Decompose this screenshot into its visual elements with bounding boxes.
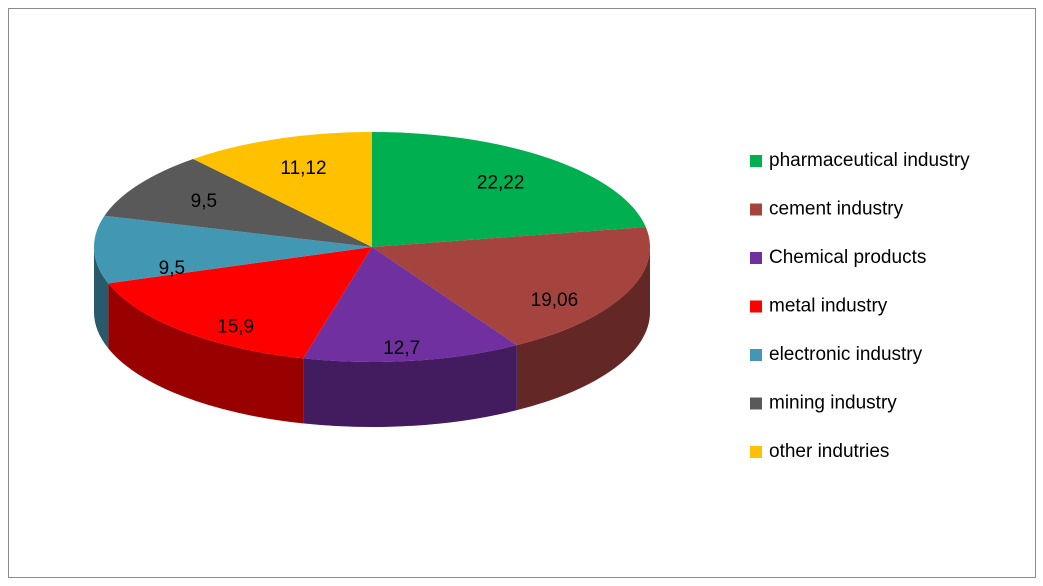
- data-label: 22,22: [477, 173, 525, 194]
- slice-side-shade: [108, 283, 304, 424]
- legend-label: cement industry: [769, 199, 904, 220]
- legend-label: mining industry: [769, 393, 897, 414]
- slice: [372, 227, 650, 346]
- legend-label: electronic industry: [769, 344, 923, 365]
- slice: [193, 132, 372, 247]
- legend-swatch: [750, 300, 762, 313]
- legend-swatch: [750, 203, 762, 216]
- slice-side: [94, 247, 109, 349]
- legend-swatch: [750, 349, 762, 361]
- legend-swatch: [750, 397, 762, 410]
- legend: pharmaceutical industry cement industry Ch…: [750, 150, 970, 462]
- data-label: 9,5: [191, 191, 217, 212]
- data-label: 11,12: [280, 158, 326, 179]
- slice-side-shade: [94, 247, 109, 349]
- slice: [94, 215, 372, 284]
- legend-swatch: [750, 446, 762, 458]
- slice: [108, 247, 372, 359]
- legend-label: pharmaceutical industry: [769, 150, 970, 171]
- slice-side-shade: [303, 345, 517, 427]
- slice-side: [303, 345, 517, 427]
- slice-side: [516, 247, 650, 411]
- pie-tops: [94, 132, 650, 362]
- legend-swatch: [750, 252, 762, 264]
- legend-swatch: [750, 155, 762, 167]
- data-label: 9,5: [159, 258, 185, 279]
- legend-label: other indutries: [769, 441, 889, 462]
- data-labels: 22,22 19,06 12,7 15,9 9,5 9,5 11,12: [159, 158, 579, 359]
- data-label: 12,7: [383, 338, 420, 359]
- data-label: 19,06: [531, 290, 579, 311]
- legend-label: Chemical products: [769, 247, 926, 268]
- legend-label: metal industry: [769, 296, 888, 317]
- slice-side: [108, 283, 304, 424]
- pie-sides: [94, 247, 650, 427]
- slice: [104, 158, 372, 247]
- slice-side-shade: [516, 247, 650, 411]
- slice: [372, 132, 646, 247]
- data-label: 15,9: [217, 317, 254, 338]
- slice: [303, 247, 517, 362]
